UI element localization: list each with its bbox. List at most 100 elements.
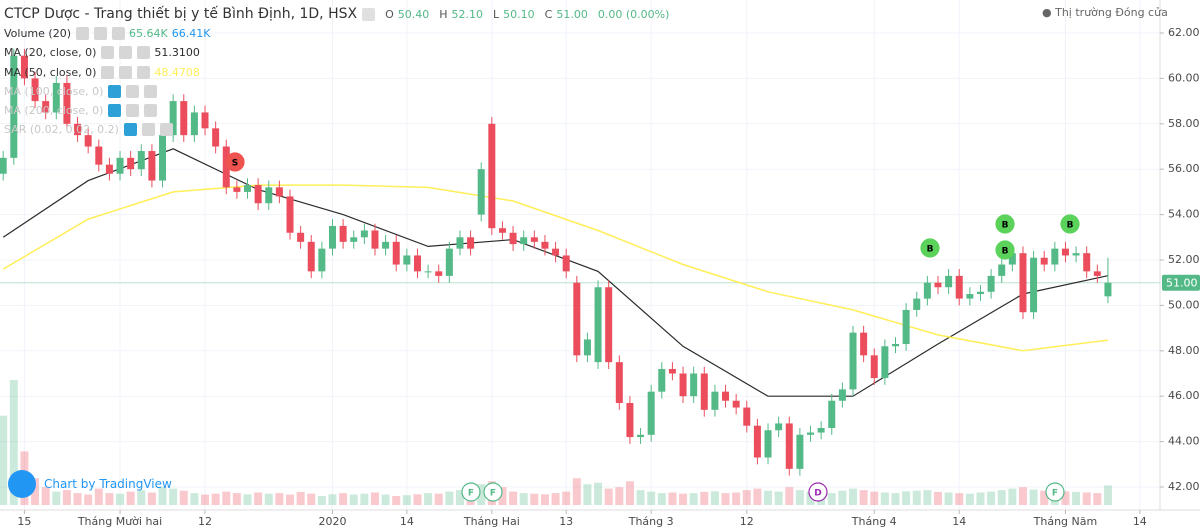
volume-bar xyxy=(955,493,964,505)
candle-body xyxy=(552,248,560,256)
indicator-name: SAR (0.02, 0.02, 0.2) xyxy=(4,122,119,136)
icon[interactable] xyxy=(119,45,133,59)
last-price-box xyxy=(1162,274,1200,291)
volume-bar xyxy=(62,490,71,505)
icon[interactable] xyxy=(159,122,173,136)
icon[interactable] xyxy=(101,45,115,59)
volume-bar xyxy=(1008,488,1017,505)
volume-bar xyxy=(339,493,348,505)
volume-bar xyxy=(764,490,773,505)
volume-bar xyxy=(891,493,900,505)
volume-bar xyxy=(413,494,422,505)
candle-body xyxy=(679,373,687,397)
event-marker[interactable] xyxy=(808,482,828,502)
candle-body xyxy=(339,225,347,242)
volume-bar xyxy=(296,491,305,505)
candle-body xyxy=(945,275,953,288)
icon[interactable] xyxy=(108,84,122,98)
icon[interactable] xyxy=(126,103,140,117)
candle-body xyxy=(807,432,815,435)
y-tick-label: 48.00 xyxy=(1168,344,1200,357)
candle-body xyxy=(594,287,602,363)
icon[interactable] xyxy=(123,122,137,136)
candle-body xyxy=(392,241,400,265)
icon[interactable] xyxy=(112,26,125,40)
candle-body xyxy=(796,434,804,469)
icon[interactable] xyxy=(126,84,140,98)
icon[interactable] xyxy=(137,45,151,59)
event-marker[interactable] xyxy=(461,482,481,502)
volume-bar xyxy=(604,488,613,505)
candle-body xyxy=(1104,282,1112,297)
volume-bar xyxy=(211,493,220,505)
event-marker[interactable] xyxy=(1045,482,1065,502)
volume-bar xyxy=(424,493,433,505)
volume-bar xyxy=(349,494,358,505)
event-marker[interactable] xyxy=(995,214,1015,234)
icon[interactable] xyxy=(141,122,155,136)
candle-body xyxy=(0,157,7,174)
icon[interactable] xyxy=(119,65,133,79)
market-status: ● Thị trường Đóng cửa xyxy=(1042,6,1168,19)
candle-body xyxy=(530,237,538,242)
icon[interactable] xyxy=(144,103,158,117)
candle-body xyxy=(583,339,591,356)
volume-legend: Volume (20) 65.64K 66.41K xyxy=(4,24,210,42)
icon[interactable] xyxy=(76,26,89,40)
icon[interactable] xyxy=(137,65,151,79)
candle-body xyxy=(275,187,283,197)
icon[interactable] xyxy=(362,7,376,21)
event-marker-label: D xyxy=(814,489,821,499)
candle-body xyxy=(934,282,942,288)
y-tick-label: 44.00 xyxy=(1168,435,1200,448)
candle-body xyxy=(870,355,878,379)
ohlc-key: L xyxy=(493,7,500,21)
event-marker[interactable] xyxy=(995,240,1015,260)
candle-body xyxy=(328,225,336,249)
watermark[interactable]: Chart by TradingView xyxy=(8,470,172,498)
event-marker[interactable] xyxy=(483,482,503,502)
candle-body xyxy=(891,343,899,347)
candle-body xyxy=(615,362,623,404)
candle-body xyxy=(307,241,315,272)
ma50-legend: MA (50, close, 0) 48.4708 xyxy=(4,63,200,81)
volume-bar xyxy=(84,494,93,505)
candle-body xyxy=(413,255,421,272)
indicator-value: 66.41K xyxy=(171,26,211,40)
icon[interactable] xyxy=(94,26,107,40)
volume-bar xyxy=(31,478,40,505)
candle-body xyxy=(732,400,740,408)
icon[interactable] xyxy=(144,84,158,98)
ohlc-key: O xyxy=(385,7,394,21)
candle-body xyxy=(254,185,262,204)
volume-bar xyxy=(721,493,730,505)
candle-body xyxy=(286,196,294,233)
event-marker-label: B xyxy=(927,245,934,255)
volume-bar xyxy=(9,380,18,505)
last-price-label: 51.00 xyxy=(1166,277,1198,290)
volume-bar xyxy=(806,491,815,505)
change: 0.00 (0.00%) xyxy=(597,7,670,21)
event-marker-label: B xyxy=(1067,221,1074,231)
hidden-indicator: MA (200, close, 0) xyxy=(4,101,158,119)
icon[interactable] xyxy=(108,103,122,117)
candle-body xyxy=(127,157,135,170)
event-marker[interactable] xyxy=(225,152,245,172)
indicator-value: 48.4708 xyxy=(154,65,200,79)
candle-body xyxy=(976,291,984,295)
volume-bar xyxy=(1093,493,1102,505)
candle-body xyxy=(159,135,167,181)
x-tick-label: Tháng Hai xyxy=(463,515,520,528)
volume-bar xyxy=(381,494,390,505)
candle-body xyxy=(711,391,719,410)
event-marker[interactable] xyxy=(1060,214,1080,234)
price-axis-bg xyxy=(1160,0,1200,532)
ma20-legend: MA (20, close, 0) 51.3100 xyxy=(4,43,200,61)
candle-body xyxy=(1040,257,1048,265)
volume-bar xyxy=(275,493,284,505)
icon[interactable] xyxy=(101,65,115,79)
volume-bar xyxy=(976,492,985,505)
y-tick-label: 60.00 xyxy=(1168,71,1200,84)
event-marker[interactable] xyxy=(920,238,940,258)
volume-bar xyxy=(201,494,210,505)
